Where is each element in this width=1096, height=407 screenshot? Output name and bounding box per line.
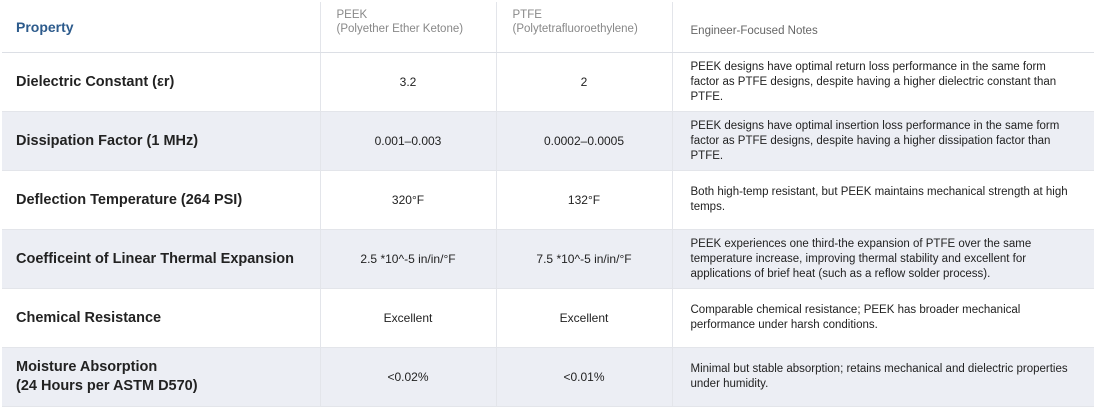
peek-value: <0.02% (319, 347, 496, 407)
header-row: Property PEEK (Polyether Ether Ketone) PTFE… (2, 2, 1094, 53)
table-row: Moisture Absorption (24 Hours per ASTM D5… (2, 347, 1094, 407)
property-cell: Deflection Temperature (264 PSI) (2, 170, 320, 230)
header-subtitle: (Polytetrafluoroethylene) (512, 23, 638, 35)
property-name: Coefficeint of Linear Thermal Expansion (16, 250, 294, 267)
ptfe-value: Excellent (495, 288, 672, 348)
table-body: Dielectric Constant (εr) 3.2 2 PEEK designs… (2, 52, 1094, 407)
notes-cell: Both high-temp resistant, but PEEK maint… (671, 170, 1094, 230)
peek-value: 0.001–0.003 (319, 111, 496, 171)
header-title: Property (16, 19, 74, 35)
header-title: Engineer-Focused Notes (690, 25, 818, 37)
header-cell: Property (2, 2, 320, 53)
notes-cell: Comparable chemical resistance; PEEK has… (671, 288, 1094, 348)
property-name: Deflection Temperature (264 PSI) (16, 191, 243, 208)
notes-cell: PEEK designs have optimal insertion loss… (671, 111, 1094, 171)
peek-value: 3.2 (319, 52, 496, 112)
table-row: Chemical Resistance Excellent Excellent Com… (2, 288, 1094, 348)
peek-value: 2.5 *10^-5 in/in/°F (319, 229, 496, 289)
header-cell: PEEK (Polyether Ether Ketone) (319, 2, 496, 53)
header-title: PEEK (336, 9, 368, 21)
property-detail: (24 Hours per ASTM D570) (16, 378, 198, 394)
peek-value: Excellent (319, 288, 496, 348)
property-cell: Dissipation Factor (1 MHz) (2, 111, 320, 171)
header-title: PTFE (512, 9, 542, 21)
property-name: Dissipation Factor (1 MHz) (16, 132, 199, 149)
property-cell: Chemical Resistance (2, 288, 320, 348)
ptfe-value: <0.01% (495, 347, 672, 407)
ptfe-value: 132°F (495, 170, 672, 230)
table-row: Dielectric Constant (εr) 3.2 2 PEEK designs… (2, 52, 1094, 112)
notes-cell: PEEK experiences one third-the expansion… (671, 229, 1094, 289)
peek-value: 320°F (319, 170, 496, 230)
notes-cell: Minimal but stable absorption; retains m… (671, 347, 1094, 407)
ptfe-value: 7.5 *10^-5 in/in/°F (495, 229, 672, 289)
notes-cell: PEEK designs have optimal return loss pe… (671, 52, 1094, 112)
ptfe-value: 2 (495, 52, 672, 112)
table-row: Dissipation Factor (1 MHz) 0.001–0.003 0.0… (2, 111, 1094, 171)
property-cell: Moisture Absorption (24 Hours per ASTM D5… (2, 347, 320, 407)
property-cell: Dielectric Constant (εr) (2, 52, 320, 112)
header-cell: PTFE (Polytetrafluoroethylene) (495, 2, 672, 53)
table-header: Property PEEK (Polyether Ether Ketone) PTFE… (2, 2, 1094, 53)
header-cell: Engineer-Focused Notes (671, 2, 1094, 53)
table-row: Coefficeint of Linear Thermal Expansion 2… (2, 229, 1094, 289)
property-cell: Coefficeint of Linear Thermal Expansion (2, 229, 320, 289)
property-name: Moisture Absorption (16, 359, 158, 375)
table-row: Deflection Temperature (264 PSI) 320°F 132… (2, 170, 1094, 230)
header-subtitle: (Polyether Ether Ketone) (336, 23, 464, 35)
ptfe-value: 0.0002–0.0005 (495, 111, 672, 171)
property-name: Chemical Resistance (16, 309, 162, 326)
property-name: Dielectric Constant (εr) (16, 73, 175, 90)
